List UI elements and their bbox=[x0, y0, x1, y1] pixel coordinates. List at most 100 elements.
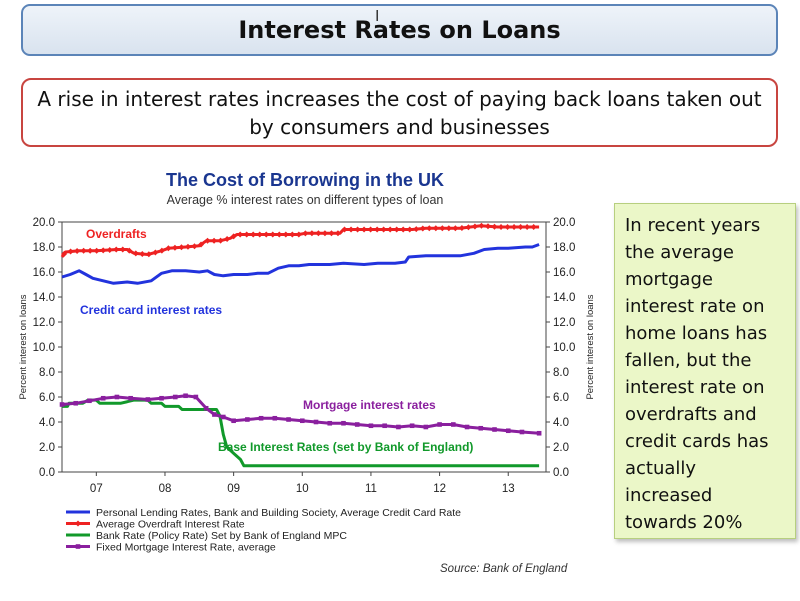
mortgage-point bbox=[536, 430, 542, 436]
overdraft-point bbox=[524, 224, 531, 230]
mortgage-point bbox=[396, 424, 401, 430]
overdraft-point bbox=[113, 246, 120, 253]
overdraft-point bbox=[282, 231, 289, 238]
overdraft-point bbox=[87, 247, 94, 254]
overdraft-point bbox=[406, 226, 413, 233]
mortgage-annotation: Mortgage interest rates bbox=[303, 398, 436, 412]
slide-subtitle: A rise in interest rates increases the c… bbox=[37, 86, 762, 139]
overdraft-point bbox=[478, 222, 485, 229]
mortgage-point bbox=[231, 418, 236, 424]
mortgage-point bbox=[100, 395, 106, 401]
y-axis-label-left: Percent interest on loans bbox=[18, 294, 29, 399]
overdraft-point bbox=[204, 237, 211, 244]
overdraft-point bbox=[276, 231, 283, 238]
mortgage-point bbox=[382, 423, 387, 429]
overdraft-point bbox=[100, 247, 107, 254]
overdraft-point bbox=[80, 247, 87, 254]
plot-frame bbox=[61, 221, 547, 473]
text-cursor-icon: I bbox=[375, 8, 380, 25]
overdraft-point bbox=[517, 224, 524, 230]
overdraft-point bbox=[191, 243, 198, 250]
x-tick-label: 09 bbox=[227, 483, 240, 495]
mortgage-point bbox=[409, 423, 415, 429]
overdraft-point bbox=[465, 224, 472, 231]
overdraft-point bbox=[165, 245, 172, 252]
mortgage-point bbox=[145, 397, 151, 402]
mortgage-point bbox=[59, 402, 65, 407]
overdraft-point bbox=[452, 225, 459, 232]
mortgage-point bbox=[299, 418, 305, 424]
overdraft-point bbox=[491, 223, 498, 230]
overdraft-point bbox=[374, 226, 381, 233]
overdraft-point bbox=[74, 247, 81, 254]
x-tick-label: 07 bbox=[90, 483, 103, 495]
mortgage-point bbox=[451, 422, 456, 427]
mortgage-point bbox=[87, 398, 92, 404]
overdraft-point bbox=[184, 243, 191, 250]
mortgage-point bbox=[73, 400, 79, 406]
overdraft-point bbox=[530, 224, 537, 230]
mortgage-point bbox=[368, 423, 374, 429]
mortgage-point bbox=[114, 394, 120, 400]
mortgage-point bbox=[464, 424, 470, 430]
overdraft-point bbox=[61, 251, 68, 257]
overdraft-point bbox=[302, 230, 309, 237]
overdraft-point bbox=[432, 225, 439, 232]
y-tick-label-right: 16.0 bbox=[553, 267, 575, 279]
note-box: In recent years the average mortgage int… bbox=[614, 203, 796, 539]
overdraft-point bbox=[289, 231, 296, 238]
mortgage-point bbox=[505, 428, 511, 434]
overdraft-point bbox=[511, 224, 518, 230]
slide-title-box: Interest Rates on Loans bbox=[21, 4, 778, 56]
mortgage-point bbox=[183, 393, 188, 399]
overdraft-point bbox=[341, 226, 348, 233]
overdraft-point bbox=[295, 231, 302, 238]
base-rate-annotation: Base Interest Rates (set by Bank of Engl… bbox=[218, 440, 473, 454]
y-tick-label-right: 18.0 bbox=[553, 242, 575, 254]
overdraft-point bbox=[132, 250, 139, 257]
slide-subtitle-box: A rise in interest rates increases the c… bbox=[21, 78, 778, 147]
mortgage-point bbox=[437, 422, 442, 427]
x-tick-label: 11 bbox=[365, 483, 377, 495]
overdraft-point bbox=[139, 251, 146, 257]
line-chart: 0.0 0.0 2.0 2.0 4.0 4.0 6.0 6.0 8.0 8.0 10.0 10.0 12… bbox=[18, 217, 596, 554]
y-tick-label-left: 6.0 bbox=[39, 392, 55, 404]
note-text: In recent years the average mortgage int… bbox=[625, 215, 769, 533]
legend-label-2: Bank Rate (Policy Rate) Set by Bank of E… bbox=[96, 530, 347, 542]
overdraft-point bbox=[321, 230, 328, 237]
legend-label-3: Fixed Mortgage Interest Rate, average bbox=[96, 542, 276, 554]
y-tick-label-right: 4.0 bbox=[553, 417, 569, 429]
mortgage-point bbox=[172, 394, 178, 400]
overdraft-point bbox=[308, 230, 315, 237]
y-tick-label-right: 6.0 bbox=[553, 392, 569, 404]
overdraft-point bbox=[471, 223, 478, 230]
overdraft-point bbox=[328, 230, 335, 237]
overdraft-point bbox=[106, 246, 113, 253]
y-axis-label-right: Percent interest on loans bbox=[585, 294, 596, 399]
y-tick-label-right: 8.0 bbox=[553, 367, 569, 379]
mortgage-point bbox=[327, 420, 333, 426]
mortgage-point bbox=[341, 420, 346, 426]
overdraft-point bbox=[250, 231, 257, 238]
series-line-0 bbox=[61, 243, 540, 285]
overdraft-point bbox=[119, 246, 126, 253]
overdraft-point bbox=[498, 224, 505, 230]
overdraft-point bbox=[171, 244, 178, 251]
mortgage-point bbox=[423, 424, 429, 430]
overdraft-point bbox=[484, 223, 491, 230]
overdraft-point bbox=[145, 251, 152, 258]
mortgage-point bbox=[272, 415, 278, 421]
overdraft-point bbox=[230, 233, 237, 240]
y-tick-label-left: 14.0 bbox=[33, 292, 55, 304]
x-tick-label: 13 bbox=[502, 483, 515, 495]
overdraft-point bbox=[315, 230, 322, 237]
legend-label-1: Average Overdraft Interest Rate bbox=[96, 519, 245, 531]
mortgage-point bbox=[492, 427, 497, 432]
overdraft-point bbox=[445, 225, 452, 232]
overdraft-point bbox=[413, 226, 420, 233]
credit-card-annotation: Credit card interest rates bbox=[80, 303, 222, 317]
y-tick-label-left: 4.0 bbox=[39, 417, 55, 429]
y-tick-label-right: 10.0 bbox=[553, 342, 575, 354]
series-line-2 bbox=[62, 398, 540, 468]
source-note: Source: Bank of England bbox=[440, 563, 568, 575]
